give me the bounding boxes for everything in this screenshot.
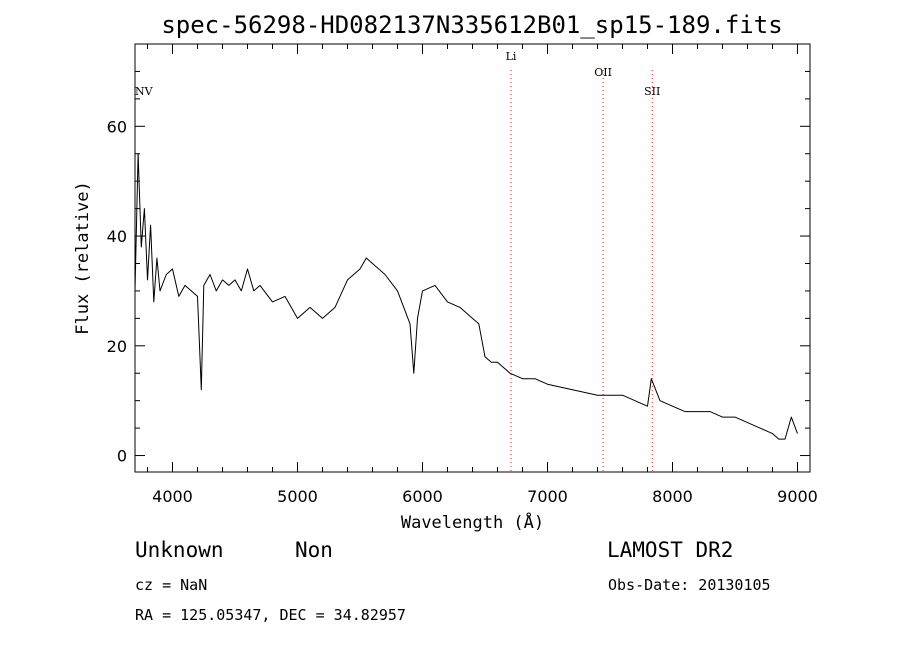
spectral-line-label: SII xyxy=(644,85,660,98)
plot-frame xyxy=(134,43,811,473)
x-axis-label: Wavelength (Å) xyxy=(401,511,544,533)
y-tick-label: 20 xyxy=(107,337,127,356)
x-tick-label: 6000 xyxy=(402,487,443,506)
y-tick-label: 40 xyxy=(107,227,127,246)
object-subclass: Non xyxy=(295,538,333,562)
spectral-line-label: Li xyxy=(506,50,517,63)
object-type: Unknown xyxy=(135,538,224,562)
ticks-layer: 4000 5000 6000 7000 8000 9000 0 20 40 60 xyxy=(107,44,818,506)
y-tick-label: 0 xyxy=(117,447,127,466)
spectral-line-label: OII xyxy=(594,66,612,79)
survey-name: LAMOST DR2 xyxy=(607,538,734,562)
y-axis-label: Flux (relative) xyxy=(73,181,93,335)
observation-date: Obs-Date: 20130105 xyxy=(608,576,771,594)
series-layer xyxy=(134,153,798,440)
x-tick-label: 8000 xyxy=(652,487,693,506)
redshift-cz: cz = NaN xyxy=(135,576,208,594)
x-tick-label: 4000 xyxy=(152,487,193,506)
spectrum-line xyxy=(134,153,798,440)
y-tick-label: 60 xyxy=(107,117,127,136)
coordinates: RA = 125.05347, DEC = 34.82957 xyxy=(135,606,406,624)
spectral-lines-layer: Li OII SII NV xyxy=(135,50,660,472)
x-tick-label: 7000 xyxy=(527,487,568,506)
x-tick-label: 9000 xyxy=(777,487,818,506)
chart-title: spec-56298-HD082137N335612B01_sp15-189.f… xyxy=(161,11,782,39)
spectral-line-label: NV xyxy=(135,85,154,98)
x-tick-label: 5000 xyxy=(277,487,318,506)
